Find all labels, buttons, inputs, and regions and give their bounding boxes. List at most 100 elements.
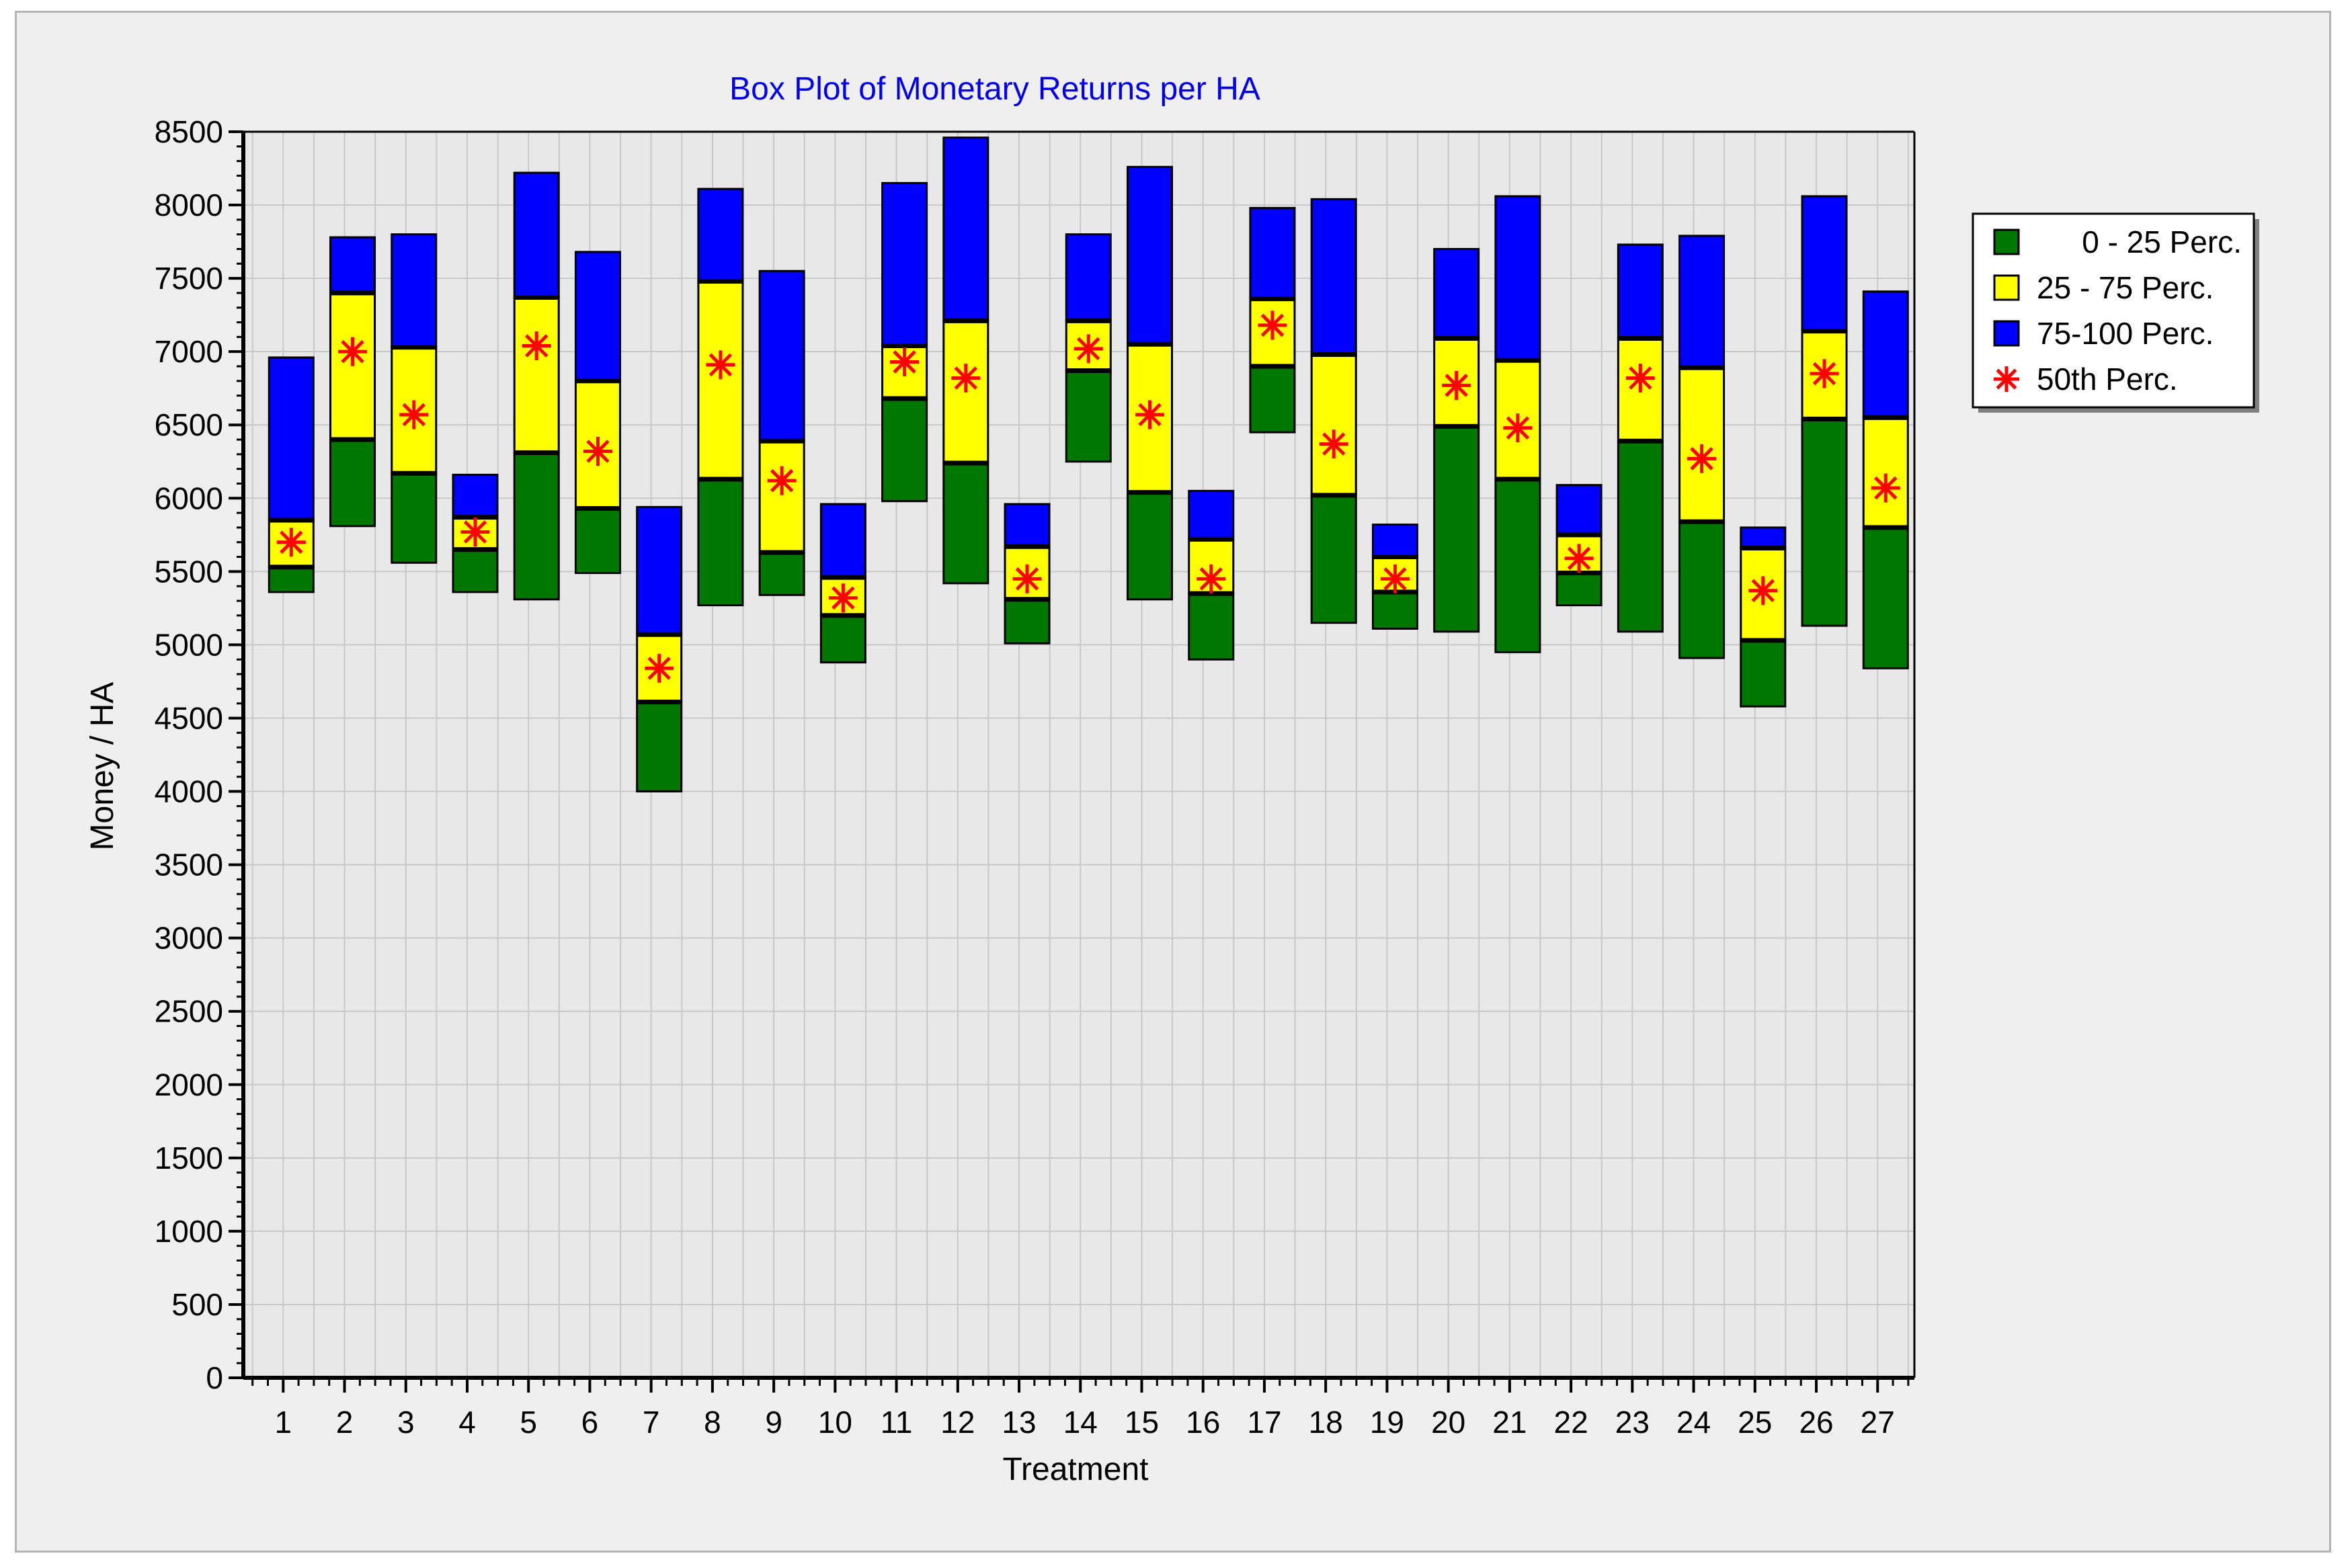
box-6 — [574, 251, 621, 575]
box-upper-quartile — [758, 270, 805, 442]
box-upper-quartile — [1433, 247, 1480, 340]
box-lower-quartile — [697, 478, 744, 607]
x-tick-label: 1 — [275, 1405, 292, 1440]
box-lower-quartile — [1555, 572, 1603, 607]
median-marker — [399, 400, 429, 429]
box-lower-quartile — [1004, 598, 1051, 645]
box-upper-quartile — [268, 356, 315, 522]
x-tick-label: 19 — [1370, 1405, 1404, 1440]
y-tick-label: 7500 — [155, 261, 223, 296]
median-star-stroke — [708, 353, 733, 377]
box-5 — [513, 171, 560, 601]
box-15 — [1127, 165, 1174, 601]
median-marker — [1871, 473, 1900, 503]
y-axis-title: Money / HA — [85, 682, 120, 851]
box-upper-quartile — [1740, 526, 1787, 549]
x-tick-label: 6 — [581, 1405, 599, 1440]
median-marker — [1748, 576, 1778, 606]
median-marker — [1012, 564, 1042, 593]
box-lower-quartile — [452, 548, 499, 593]
median-marker — [828, 583, 858, 613]
median-star-stroke — [1506, 416, 1530, 440]
legend-swatch — [1993, 320, 2020, 347]
median-star-stroke — [647, 657, 671, 680]
legend-swatch — [1993, 274, 2020, 301]
box-upper-quartile — [1188, 489, 1235, 540]
box-upper-quartile — [1494, 195, 1541, 362]
median-star-stroke — [525, 334, 549, 358]
box-upper-quartile — [1555, 484, 1603, 536]
median-marker — [522, 331, 551, 360]
box-lower-quartile — [1740, 639, 1787, 708]
median-marker — [706, 350, 735, 380]
y-tick-label: 1000 — [155, 1214, 223, 1249]
legend-label: 50th Perc. — [2037, 362, 2178, 397]
x-tick-label: 9 — [765, 1405, 782, 1440]
box-3 — [391, 233, 438, 564]
x-tick-label: 2 — [336, 1405, 354, 1440]
y-tick-label: 500 — [171, 1287, 223, 1322]
median-star-stroke — [1015, 567, 1039, 591]
legend-label: 75-100 Perc. — [2037, 316, 2214, 351]
box-upper-quartile — [1801, 195, 1848, 333]
box-upper-quartile — [1249, 206, 1296, 300]
box-4 — [452, 473, 499, 593]
legend-label: 25 - 75 Perc. — [2037, 270, 2214, 305]
y-tick-label: 2000 — [155, 1067, 223, 1102]
box-13 — [1004, 503, 1051, 645]
median-star-stroke — [1260, 313, 1285, 337]
box-upper-quartile — [1862, 290, 1909, 419]
box-upper-quartile — [942, 136, 989, 322]
median-star-stroke — [832, 586, 855, 610]
box-27 — [1862, 290, 1909, 669]
box-lower-quartile — [1433, 425, 1480, 633]
box-lower-quartile — [1127, 491, 1174, 601]
median-star-stroke — [954, 366, 978, 390]
median-star-stroke — [1383, 567, 1407, 591]
box-upper-quartile — [329, 236, 376, 294]
box-upper-quartile — [1371, 524, 1418, 559]
box-1 — [268, 356, 315, 593]
y-tick-label: 8000 — [155, 188, 223, 222]
box-iqr — [1310, 354, 1357, 497]
x-tick-label: 5 — [520, 1405, 537, 1440]
median-star-stroke — [463, 520, 487, 544]
box-upper-quartile — [881, 181, 928, 347]
box-21 — [1494, 195, 1541, 653]
y-tick-label: 5500 — [155, 554, 223, 589]
box-lower-quartile — [329, 438, 376, 528]
box-lower-quartile — [881, 397, 928, 503]
median-star-stroke — [402, 403, 425, 427]
box-upper-quartile — [1617, 243, 1664, 340]
box-24 — [1678, 235, 1726, 659]
box-22 — [1555, 484, 1603, 607]
median-marker — [338, 337, 368, 366]
median-star-stroke — [1199, 567, 1223, 591]
box-26 — [1801, 195, 1848, 627]
box-upper-quartile — [636, 505, 683, 636]
median-star-stroke — [341, 339, 364, 364]
box-7 — [636, 505, 683, 793]
median-star-stroke — [1751, 579, 1775, 602]
x-tick-label: 13 — [1002, 1405, 1036, 1440]
median-star-stroke — [1077, 337, 1100, 361]
x-tick-label: 25 — [1738, 1405, 1772, 1440]
box-iqr — [758, 440, 805, 554]
box-upper-quartile — [391, 233, 438, 349]
median-marker — [583, 436, 612, 466]
median-marker — [890, 347, 920, 376]
median-marker — [767, 466, 797, 495]
box-17 — [1249, 206, 1296, 434]
median-star-stroke — [1812, 362, 1836, 386]
x-tick-label: 21 — [1492, 1405, 1527, 1440]
y-tick-label: 3000 — [155, 921, 223, 956]
box-11 — [881, 181, 928, 503]
box-lower-quartile — [1371, 591, 1418, 630]
x-tick-label: 7 — [643, 1405, 660, 1440]
box-lower-quartile — [513, 452, 560, 601]
box-upper-quartile — [1127, 165, 1174, 345]
box-upper-quartile — [1310, 198, 1357, 356]
median-marker — [951, 363, 981, 393]
y-tick-label: 0 — [206, 1360, 223, 1395]
